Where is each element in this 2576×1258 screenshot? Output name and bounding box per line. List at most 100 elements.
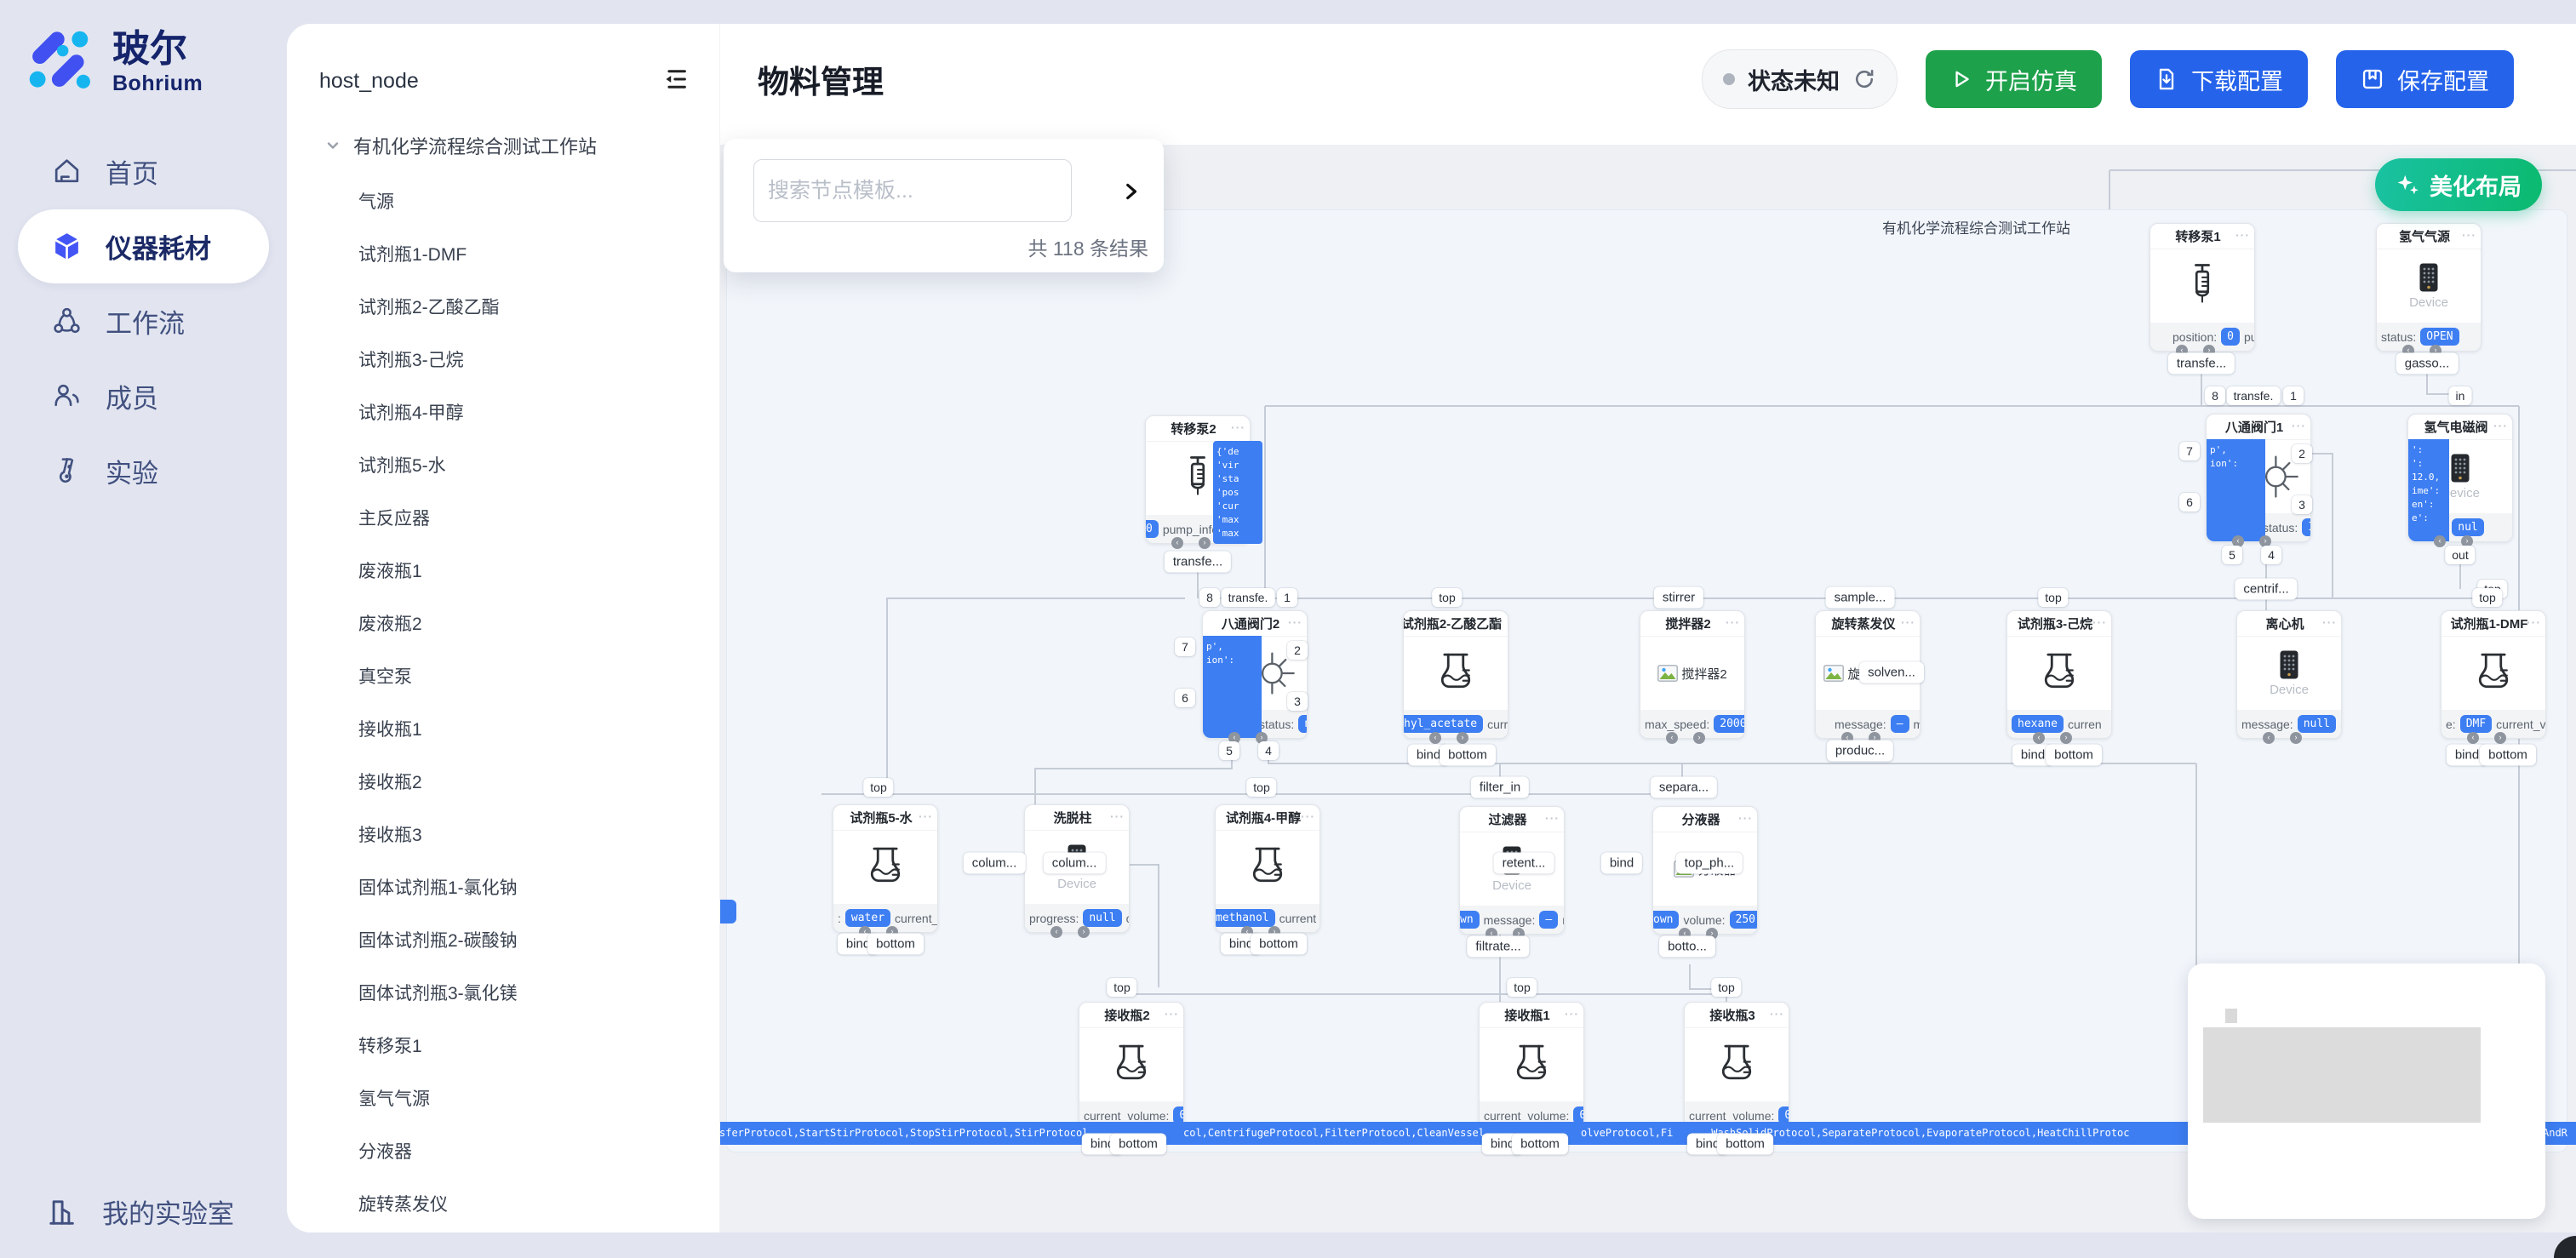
port-handle[interactable]: ‹: [1050, 926, 1062, 938]
flow-canvas[interactable]: 有机化学流程综合测试工作站 sferProtocol,StartStirProt…: [719, 145, 2576, 1232]
node-menu-icon[interactable]: ···: [1110, 809, 1125, 823]
tree-item[interactable]: 氢气气源: [358, 1089, 430, 1109]
tree-item[interactable]: 试剂瓶1-DMF: [358, 245, 467, 265]
sidebar-menu: 首页 仪器耗材 工作流 成员 实验: [0, 134, 287, 508]
port-handle[interactable]: ‹: [1666, 732, 1678, 744]
flow-node-receiver-2[interactable]: 接收瓶2 ··· current_volume:0 ‹ ›: [1079, 1002, 1184, 1135]
port-handle[interactable]: ‹: [1228, 732, 1240, 744]
port-handle[interactable]: ›: [1693, 732, 1705, 744]
node-menu-icon[interactable]: ···: [1738, 811, 1753, 825]
node-menu-icon[interactable]: ···: [2235, 228, 2250, 242]
node-menu-icon[interactable]: ···: [2092, 615, 2107, 629]
port-handle[interactable]: ‹: [2263, 732, 2275, 744]
node-menu-icon[interactable]: ···: [1901, 615, 1915, 629]
sidebar-item-my-lab[interactable]: 我的实验室: [44, 1192, 234, 1231]
port-handle[interactable]: ‹: [2434, 535, 2446, 547]
sidebar-item-home[interactable]: 首页: [18, 134, 269, 209]
tree-item[interactable]: 真空泵: [358, 667, 412, 687]
node-menu-icon[interactable]: ···: [1489, 615, 1503, 629]
port-handle[interactable]: ›: [2259, 535, 2271, 547]
node-title: 转移泵1 ···: [2150, 224, 2254, 249]
node-menu-icon[interactable]: ···: [1301, 809, 1315, 823]
tree-item[interactable]: 试剂瓶5-水: [358, 456, 446, 476]
sidebar-item-workflow[interactable]: 工作流: [18, 284, 269, 358]
refresh-icon[interactable]: [1852, 67, 1876, 91]
download-config-button[interactable]: 下载配置: [2130, 50, 2308, 108]
node-menu-icon[interactable]: ···: [1165, 1007, 1179, 1021]
minimap-viewport[interactable]: [2203, 1027, 2481, 1123]
value-badge: nu: [1298, 715, 1307, 733]
flow-node-reagent-bottle-2[interactable]: 试剂瓶2-乙酸乙酯 ··· hyl_acetatecurre ‹ ›: [1403, 610, 1508, 744]
sidebar-item-members[interactable]: 成员: [18, 359, 269, 433]
tree-item[interactable]: 试剂瓶2-乙酸乙酯: [358, 298, 500, 317]
port-handle[interactable]: ‹: [1429, 732, 1441, 744]
node-menu-icon[interactable]: ···: [919, 809, 933, 823]
brand-logo[interactable]: 玻尔 Bohrium: [0, 0, 287, 100]
sidebar-item-instruments[interactable]: 仪器耗材: [18, 209, 269, 283]
flow-node-transfer-pump-2[interactable]: 转移泵2 ··· 0 pump_info: {'de'vir'sta'pos'cu…: [1145, 415, 1262, 549]
port-handle[interactable]: ›: [2290, 732, 2302, 744]
flow-node-reagent-bottle-4[interactable]: 试剂瓶4-甲醇 ··· methanol current ‹ ›: [1215, 804, 1320, 938]
node-menu-icon[interactable]: ···: [2292, 419, 2306, 432]
tree-item[interactable]: 试剂瓶3-己烷: [358, 351, 464, 370]
sidebar-item-experiments[interactable]: 实验: [18, 434, 269, 508]
tree-item[interactable]: 试剂瓶4-甲醇: [358, 403, 464, 423]
node-menu-icon[interactable]: ···: [1726, 615, 1740, 629]
port-handle[interactable]: ‹: [2467, 732, 2479, 744]
start-simulation-button[interactable]: 开启仿真: [1926, 50, 2102, 108]
flow-node-receiver-1[interactable]: 接收瓶1 ··· current_volume:0 ‹ ›: [1479, 1002, 1584, 1135]
port-handle[interactable]: ›: [1199, 537, 1211, 549]
node-menu-icon[interactable]: ···: [2493, 419, 2508, 432]
node-menu-icon[interactable]: ···: [1545, 811, 1560, 825]
tree-item[interactable]: 固体试剂瓶1-氯化钠: [358, 878, 518, 898]
search-input[interactable]: [753, 159, 1072, 222]
flow-node-valve8-2[interactable]: 八通阀门2 ··· status:nu p',ion': ‹ ›: [1202, 610, 1308, 744]
search-submit-icon[interactable]: [1113, 174, 1148, 209]
node-menu-icon[interactable]: ···: [1565, 1007, 1579, 1021]
tree-item[interactable]: 接收瓶1: [358, 720, 422, 740]
port-handle[interactable]: ›: [1457, 732, 1468, 744]
node-menu-icon[interactable]: ···: [1770, 1007, 1784, 1021]
port-handle[interactable]: ›: [2060, 732, 2072, 744]
tree-item[interactable]: 废液瓶1: [358, 562, 422, 581]
port-handle[interactable]: ‹: [1171, 537, 1183, 549]
tree-item[interactable]: 转移泵1: [358, 1037, 422, 1056]
tree-item[interactable]: 气源: [358, 192, 394, 212]
port-handle[interactable]: ›: [2494, 732, 2506, 744]
tree-item[interactable]: 接收瓶3: [358, 826, 422, 845]
node-menu-icon[interactable]: ···: [2462, 228, 2476, 242]
tree-item[interactable]: 分液器: [358, 1142, 412, 1162]
tree-item[interactable]: 主反应器: [358, 509, 430, 529]
minimap[interactable]: [2188, 964, 2545, 1219]
save-config-button[interactable]: 保存配置: [2336, 50, 2514, 108]
port-handle[interactable]: ›: [1256, 732, 1268, 744]
flow-node-valve8-1[interactable]: 八通阀门1 ··· status: Id p',ion': ‹ ›: [2206, 414, 2311, 547]
host-node-panel: host_node 有机化学流程综合测试工作站 气源 试剂瓶1-DMF 试剂瓶2-乙…: [287, 24, 720, 1232]
flow-node-reagent-bottle-3[interactable]: 试剂瓶3-己烷 ··· hexane curren ‹ ›: [2006, 610, 2112, 744]
port-handle[interactable]: ›: [1078, 926, 1090, 938]
tree-item[interactable]: 旋转蒸发仪: [358, 1195, 448, 1215]
flow-node-receiver-3[interactable]: 接收瓶3 ··· current_volume:0 ‹ ›: [1684, 1002, 1789, 1135]
flow-node-h2-solenoid-valve[interactable]: 氢气电磁阀 ··· Device status:nul ':':12.0,ime…: [2407, 414, 2513, 547]
flow-node-h2-gas-source[interactable]: 氢气气源 ··· Device status: OPEN ‹ ›: [2376, 223, 2482, 357]
node-menu-icon[interactable]: ···: [1231, 420, 1245, 434]
tree-item[interactable]: 接收瓶2: [358, 773, 422, 792]
flow-node-centrifuge[interactable]: 离心机 ··· Device message: nullma ‹ ›: [2236, 610, 2342, 744]
node-menu-icon[interactable]: ···: [2527, 615, 2541, 629]
flow-node-stirrer-2[interactable]: 搅拌器2 ··· 搅拌器2 max_speed: 2000 ‹ ›: [1640, 610, 1745, 744]
port-handle[interactable]: ‹: [2232, 535, 2244, 547]
node-menu-icon[interactable]: ···: [2322, 615, 2337, 629]
tree-root-item[interactable]: 有机化学流程综合测试工作站: [324, 132, 719, 159]
node-menu-icon[interactable]: ···: [1288, 615, 1302, 629]
tree-item[interactable]: 废液瓶2: [358, 615, 422, 634]
tree-item[interactable]: 固体试剂瓶2-碳酸钠: [358, 931, 518, 951]
beautify-layout-button[interactable]: 美化布局: [2375, 158, 2542, 211]
collapse-panel-icon[interactable]: [663, 66, 689, 96]
status-pill[interactable]: 状态未知: [1702, 49, 1898, 109]
port-handle[interactable]: ‹: [2033, 732, 2045, 744]
port-handle[interactable]: ›: [2461, 535, 2473, 547]
tree-item[interactable]: 固体试剂瓶3-氯化镁: [358, 984, 518, 1004]
